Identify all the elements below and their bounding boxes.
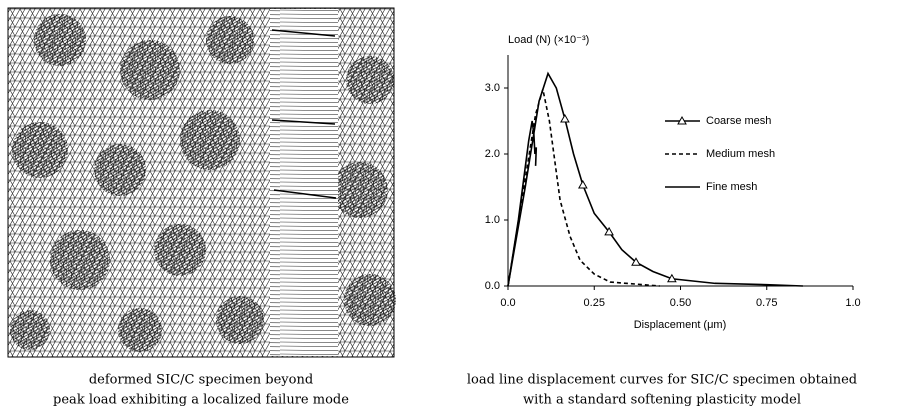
x-tick-label: 0.25 <box>584 297 605 309</box>
caption-right: load line displacement curves for SIC/C … <box>467 373 857 408</box>
caption-line: deformed SIC/C specimen beyond <box>89 373 313 388</box>
marker <box>560 114 570 123</box>
y-tick-label: 3.0 <box>485 82 500 94</box>
legend-label: Coarse mesh <box>706 115 771 127</box>
x-tick-label: 0.75 <box>756 297 777 309</box>
legend-label: Medium mesh <box>706 148 775 160</box>
caption-line: load line displacement curves for SIC/C … <box>467 373 857 388</box>
marker <box>578 180 588 189</box>
series-line <box>507 71 804 287</box>
y-tick-label: 1.0 <box>485 214 500 226</box>
x-axis-title: Displacement (μm) <box>634 319 727 331</box>
x-tick-label: 1.0 <box>845 297 860 309</box>
chart: Load (N) (×10⁻³) Displacement (μm) 0.0 0.… <box>485 34 861 331</box>
caption-line: peak load exhibiting a localized failure… <box>53 393 349 408</box>
caption-left: deformed SIC/C specimen beyond peak load… <box>53 373 349 408</box>
y-tick-label: 2.0 <box>485 148 500 160</box>
marker <box>604 226 614 236</box>
legend-label: Fine mesh <box>706 181 757 193</box>
marker <box>667 273 677 283</box>
series-line <box>507 89 660 287</box>
y-axis-title: Load (N) (×10⁻³) <box>508 34 589 46</box>
x-tick-label: 0.50 <box>670 297 691 309</box>
x-tick-label: 0.0 <box>500 297 515 309</box>
legend-marker <box>677 115 687 125</box>
series-line <box>507 120 538 287</box>
marker <box>631 257 641 266</box>
caption-line: with a standard softening plasticity mod… <box>523 393 801 408</box>
y-tick-label: 0.0 <box>485 280 500 292</box>
mesh-image <box>7 7 396 358</box>
